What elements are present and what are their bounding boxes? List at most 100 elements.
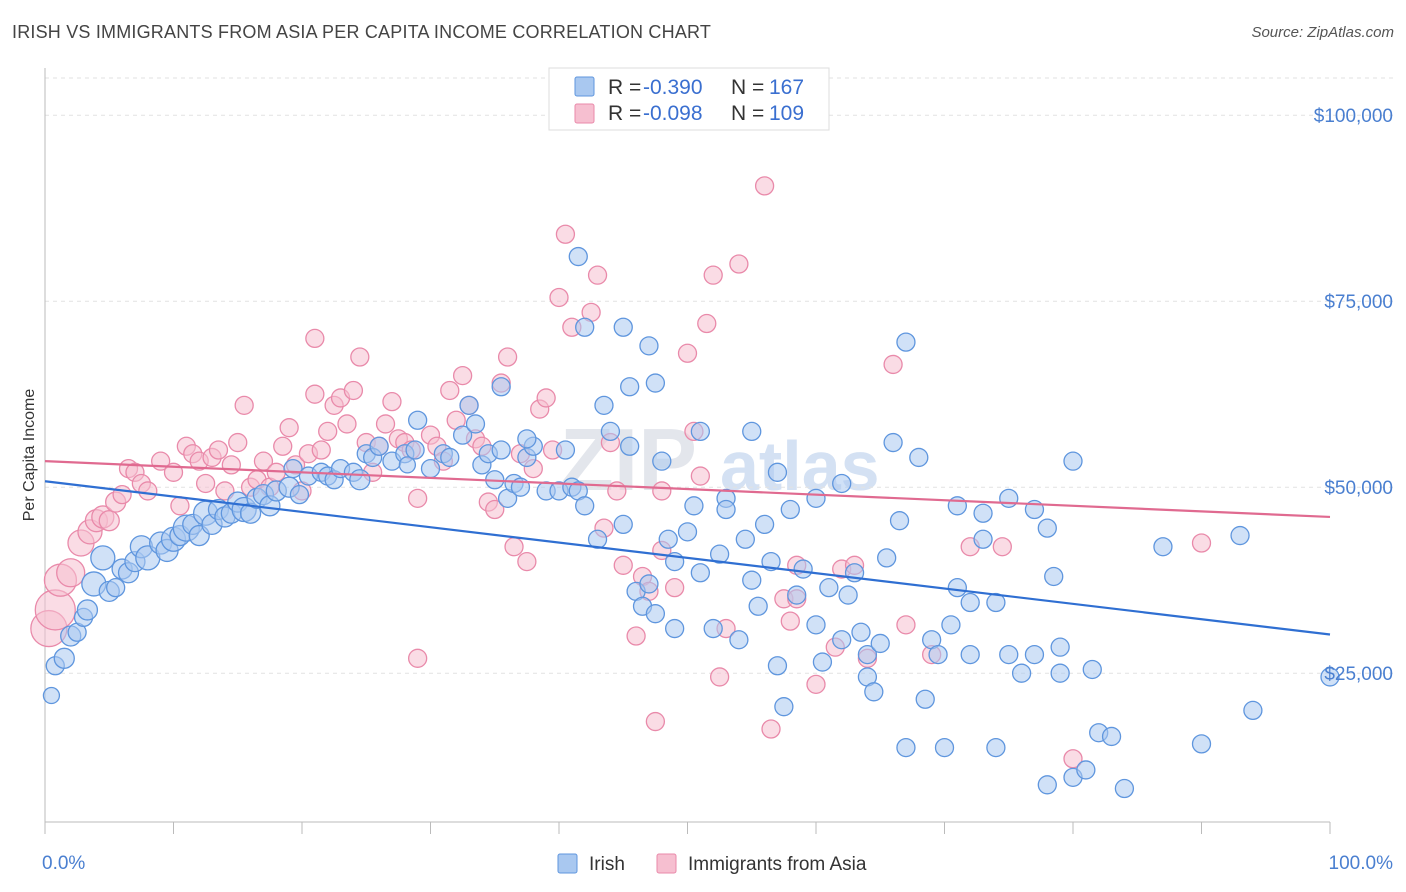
irish-point <box>600 421 621 442</box>
asia-point <box>485 499 505 520</box>
bottom-legend-swatch-asia <box>656 853 677 874</box>
irish-point <box>896 737 916 758</box>
irish-point <box>909 447 929 468</box>
irish-point <box>1050 663 1070 683</box>
irish-point <box>793 559 813 579</box>
irish-point <box>658 529 678 549</box>
y-axis-label: Per Capita Income <box>21 389 38 522</box>
irish-point <box>398 456 417 474</box>
irish-point <box>1050 637 1070 657</box>
trend-lines <box>44 460 1331 636</box>
irish-point <box>1011 663 1032 683</box>
bottom-legend-swatch-irish <box>557 853 578 874</box>
irish-point <box>407 410 428 430</box>
asia-point <box>305 384 325 404</box>
irish-point <box>832 630 852 650</box>
asia-point <box>709 667 730 687</box>
irish-point <box>986 737 1006 758</box>
asia-point <box>549 287 569 308</box>
legend-irish-n-value: 167 <box>769 76 804 99</box>
irish-point <box>1320 667 1340 687</box>
irish-point <box>806 488 826 509</box>
irish-point <box>652 451 672 471</box>
irish-point <box>780 499 800 520</box>
irish-point <box>1243 700 1263 721</box>
source-label: Source: ZipAtlas.com <box>1251 24 1394 41</box>
asia-point <box>382 391 402 412</box>
irish-point <box>639 336 659 356</box>
y-tick-label: $25,000 <box>1324 664 1393 685</box>
irish-point <box>761 551 781 572</box>
irish-point <box>941 615 961 635</box>
asia-point <box>407 648 428 668</box>
irish-point <box>806 615 826 635</box>
irish-point <box>819 577 839 598</box>
irish-point <box>735 529 755 549</box>
irish-point <box>465 414 486 434</box>
asia-point <box>626 626 646 646</box>
irish-point <box>812 652 833 672</box>
legend-irish-n-label: N = <box>731 76 764 99</box>
irish-point <box>787 585 807 605</box>
irish-point <box>106 577 126 598</box>
irish-point <box>690 563 710 583</box>
irish-point <box>864 682 884 702</box>
irish-point <box>639 574 659 594</box>
irish-point <box>774 697 794 717</box>
y-tick-labels: $25,000 $50,000 $75,000 $100,000 <box>1314 106 1393 685</box>
asia-point <box>690 466 710 486</box>
y-tick-label: $50,000 <box>1324 478 1393 499</box>
asia-point <box>407 488 428 509</box>
asia-trend-line <box>44 460 1331 519</box>
y-tick-label: $100,000 <box>1314 106 1393 127</box>
irish-point <box>851 622 871 642</box>
irish-point <box>405 440 425 460</box>
asia-point <box>318 421 338 442</box>
asia-point <box>195 473 216 494</box>
asia-point <box>452 365 473 386</box>
asia-point <box>613 555 633 575</box>
irish-point <box>76 599 99 621</box>
asia-point <box>343 380 364 401</box>
legend-swatch-irish <box>574 76 595 97</box>
irish-point <box>690 421 710 442</box>
irish-point <box>620 377 640 397</box>
bottom-legend: Irish Immigrants from Asia <box>557 853 867 875</box>
irish-point <box>915 689 935 709</box>
asia-point <box>780 611 800 631</box>
asia-point <box>56 558 86 588</box>
irish-point <box>832 473 852 494</box>
irish-point <box>289 484 310 505</box>
legend: R = -0.390 N = 167 R = -0.098 N = 109 <box>548 67 830 131</box>
irish-point <box>684 496 704 516</box>
irish-point <box>1024 644 1045 665</box>
irish-point <box>620 436 640 456</box>
asia-point <box>138 481 158 501</box>
irish-point <box>748 596 768 616</box>
irish-point <box>973 503 993 523</box>
irish-point <box>928 644 948 665</box>
irish-point <box>349 469 371 491</box>
asia-point <box>504 537 524 557</box>
legend-swatch-asia <box>574 103 595 124</box>
asia-point <box>208 440 229 460</box>
asia-point <box>221 455 241 475</box>
irish-point <box>1101 726 1122 747</box>
irish-point <box>934 737 955 758</box>
y-tick-label: $75,000 <box>1324 292 1393 313</box>
bottom-legend-asia: Immigrants from Asia <box>688 854 867 875</box>
irish-point <box>986 592 1006 613</box>
irish-point <box>1037 775 1057 795</box>
legend-irish-r-value: -0.390 <box>643 76 703 99</box>
irish-point <box>838 585 858 605</box>
irish-point <box>883 432 903 453</box>
irish-point <box>767 656 788 676</box>
asia-point <box>215 481 235 501</box>
irish-point <box>709 544 730 564</box>
irish-point <box>870 633 890 654</box>
irish-point <box>754 514 775 535</box>
asia-point <box>729 254 749 274</box>
asia-point <box>697 313 717 334</box>
irish-point <box>1153 537 1173 557</box>
irish-point <box>1191 734 1212 754</box>
